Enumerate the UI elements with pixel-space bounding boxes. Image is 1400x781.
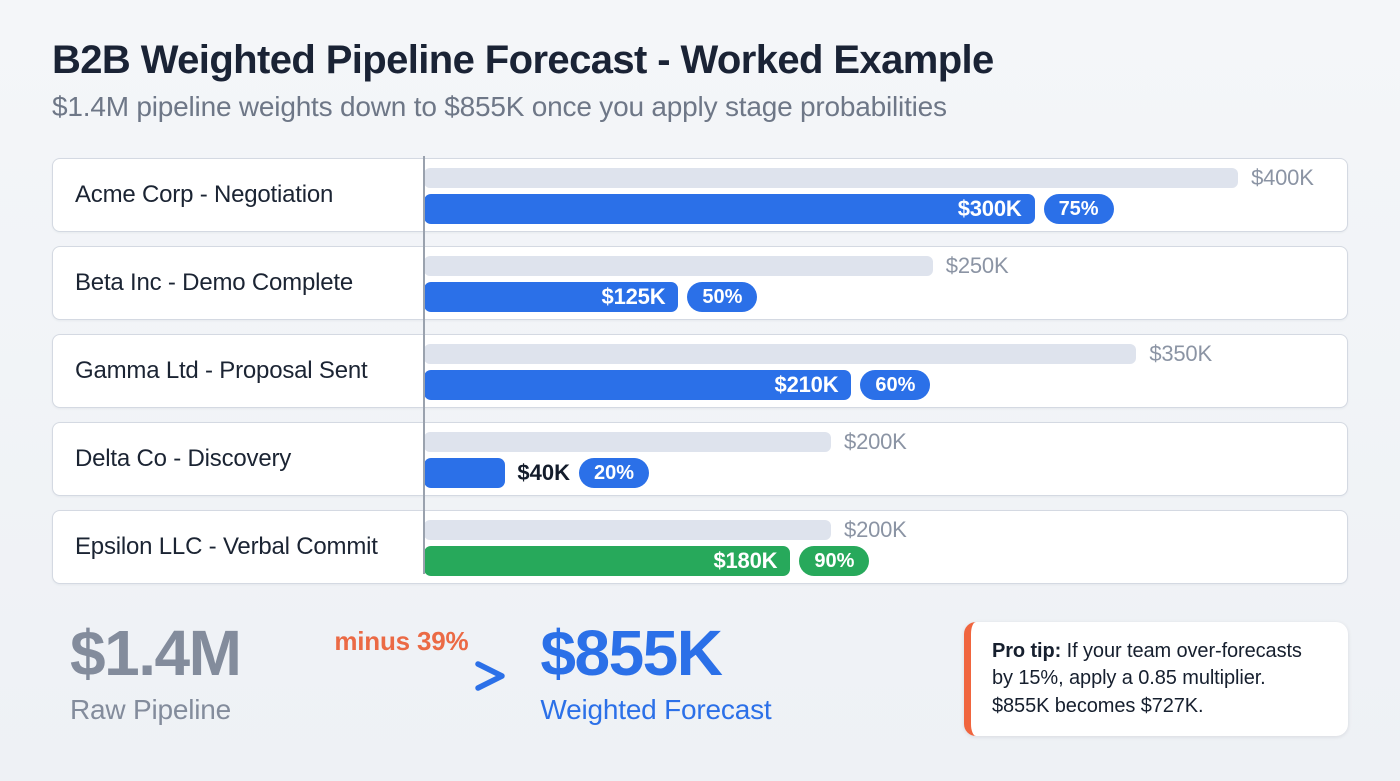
weighted-value-inside: $300K: [957, 196, 1022, 221]
weighted-value-inside: $125K: [601, 284, 666, 309]
deal-label: Epsilon LLC - Verbal Commit: [75, 533, 378, 560]
raw-total-value: $1.4M: [70, 617, 242, 689]
deal-label: Delta Co - Discovery: [75, 445, 292, 472]
summary-row: $1.4M Raw Pipeline minus 39% $855K Weigh…: [52, 617, 1348, 737]
raw-value-label: $400K: [1251, 165, 1314, 190]
deal-bars-column: $200K $40K 20%: [424, 423, 1347, 495]
weighted-bar: $300K: [424, 194, 1035, 224]
raw-bar-line: $250K: [424, 253, 1347, 278]
pipeline-rows: Acme Corp - Negotiation $400K $300K 75%: [52, 158, 1348, 584]
deal-bars-column: $200K $180K 90%: [424, 511, 1347, 583]
weighted-bar-line: $180K 90%: [424, 546, 1347, 576]
weighted-bar-line: $125K 50%: [424, 282, 1347, 312]
weighted-value-inside: $180K: [713, 548, 778, 573]
deal-label-column: Gamma Ltd - Proposal Sent: [53, 335, 424, 407]
header: B2B Weighted Pipeline Forecast - Worked …: [52, 38, 1348, 123]
right-arrow-icon: [293, 661, 506, 691]
weighted-bar: [424, 458, 506, 488]
probability-badge: 75%: [1043, 194, 1114, 224]
weighted-value-inside: $210K: [774, 372, 839, 397]
weighted-total-caption: Weighted Forecast: [540, 694, 772, 726]
page-title: B2B Weighted Pipeline Forecast - Worked …: [52, 38, 994, 82]
raw-bar: [424, 432, 832, 452]
raw-total-caption: Raw Pipeline: [70, 694, 232, 726]
deal-bars-column: $400K $300K 75%: [424, 159, 1347, 231]
raw-bar-line: $400K: [424, 165, 1347, 190]
raw-bar-line: $200K: [424, 517, 1347, 542]
raw-bar: [424, 256, 933, 276]
chart-axis-line: [423, 156, 425, 574]
deal-label-column: Epsilon LLC - Verbal Commit: [53, 511, 424, 583]
page-subtitle: $1.4M pipeline weights down to $855K onc…: [52, 91, 947, 122]
weighted-bar: $125K: [424, 282, 679, 312]
weighted-bar-line: $300K 75%: [424, 194, 1347, 224]
deal-label-column: Delta Co - Discovery: [53, 423, 424, 495]
weighted-bar-line: $210K 60%: [424, 370, 1347, 400]
delta-arrow-block: minus 39%: [292, 626, 510, 693]
probability-badge: 90%: [799, 546, 870, 576]
pro-tip-bold-label: Pro tip:: [992, 640, 1062, 662]
weighted-value-outside: $40K: [517, 460, 570, 485]
deal-label-column: Beta Inc - Demo Complete: [53, 247, 424, 319]
deal-label: Gamma Ltd - Proposal Sent: [75, 357, 368, 384]
raw-bar: [424, 344, 1137, 364]
deal-label-column: Acme Corp - Negotiation: [53, 159, 424, 231]
deal-card: Epsilon LLC - Verbal Commit $200K $180K …: [52, 510, 1348, 584]
weighted-bar-line: $40K 20%: [424, 458, 1347, 488]
probability-badge: 60%: [860, 370, 931, 400]
weighted-bar: $180K: [424, 546, 791, 576]
deal-bars-column: $250K $125K 50%: [424, 247, 1347, 319]
probability-badge: 20%: [579, 458, 650, 488]
minus-percent-label: minus 39%: [334, 626, 469, 656]
raw-bar: [424, 168, 1239, 188]
pro-tip-text: If your team over-forecasts by 15%, appl…: [992, 640, 1302, 717]
deal-label: Beta Inc - Demo Complete: [75, 269, 353, 296]
deal-card: Delta Co - Discovery $200K $40K 20%: [52, 422, 1348, 496]
deal-bars-column: $350K $210K 60%: [424, 335, 1347, 407]
raw-bar: [424, 520, 832, 540]
raw-value-label: $350K: [1149, 341, 1212, 366]
weighted-total-value: $855K: [540, 617, 723, 689]
deal-card: Acme Corp - Negotiation $400K $300K 75%: [52, 158, 1348, 232]
deal-label: Acme Corp - Negotiation: [75, 181, 334, 208]
deal-card: Beta Inc - Demo Complete $250K $125K 50%: [52, 246, 1348, 320]
probability-badge: 50%: [687, 282, 758, 312]
weighted-bar: $210K: [424, 370, 852, 400]
deal-card: Gamma Ltd - Proposal Sent $350K $210K 60…: [52, 334, 1348, 408]
raw-bar-line: $350K: [424, 341, 1347, 366]
raw-pipeline-stat: $1.4M Raw Pipeline: [70, 617, 242, 726]
weighted-forecast-stat: $855K Weighted Forecast: [540, 617, 772, 726]
raw-value-label: $250K: [945, 253, 1009, 278]
raw-bar-line: $200K: [424, 429, 1347, 454]
pipeline-chart: Acme Corp - Negotiation $400K $300K 75%: [52, 156, 1348, 584]
pro-tip-callout: Pro tip: If your team over-forecasts by …: [964, 622, 1348, 737]
raw-value-label: $200K: [844, 429, 907, 454]
raw-value-label: $200K: [844, 517, 907, 542]
